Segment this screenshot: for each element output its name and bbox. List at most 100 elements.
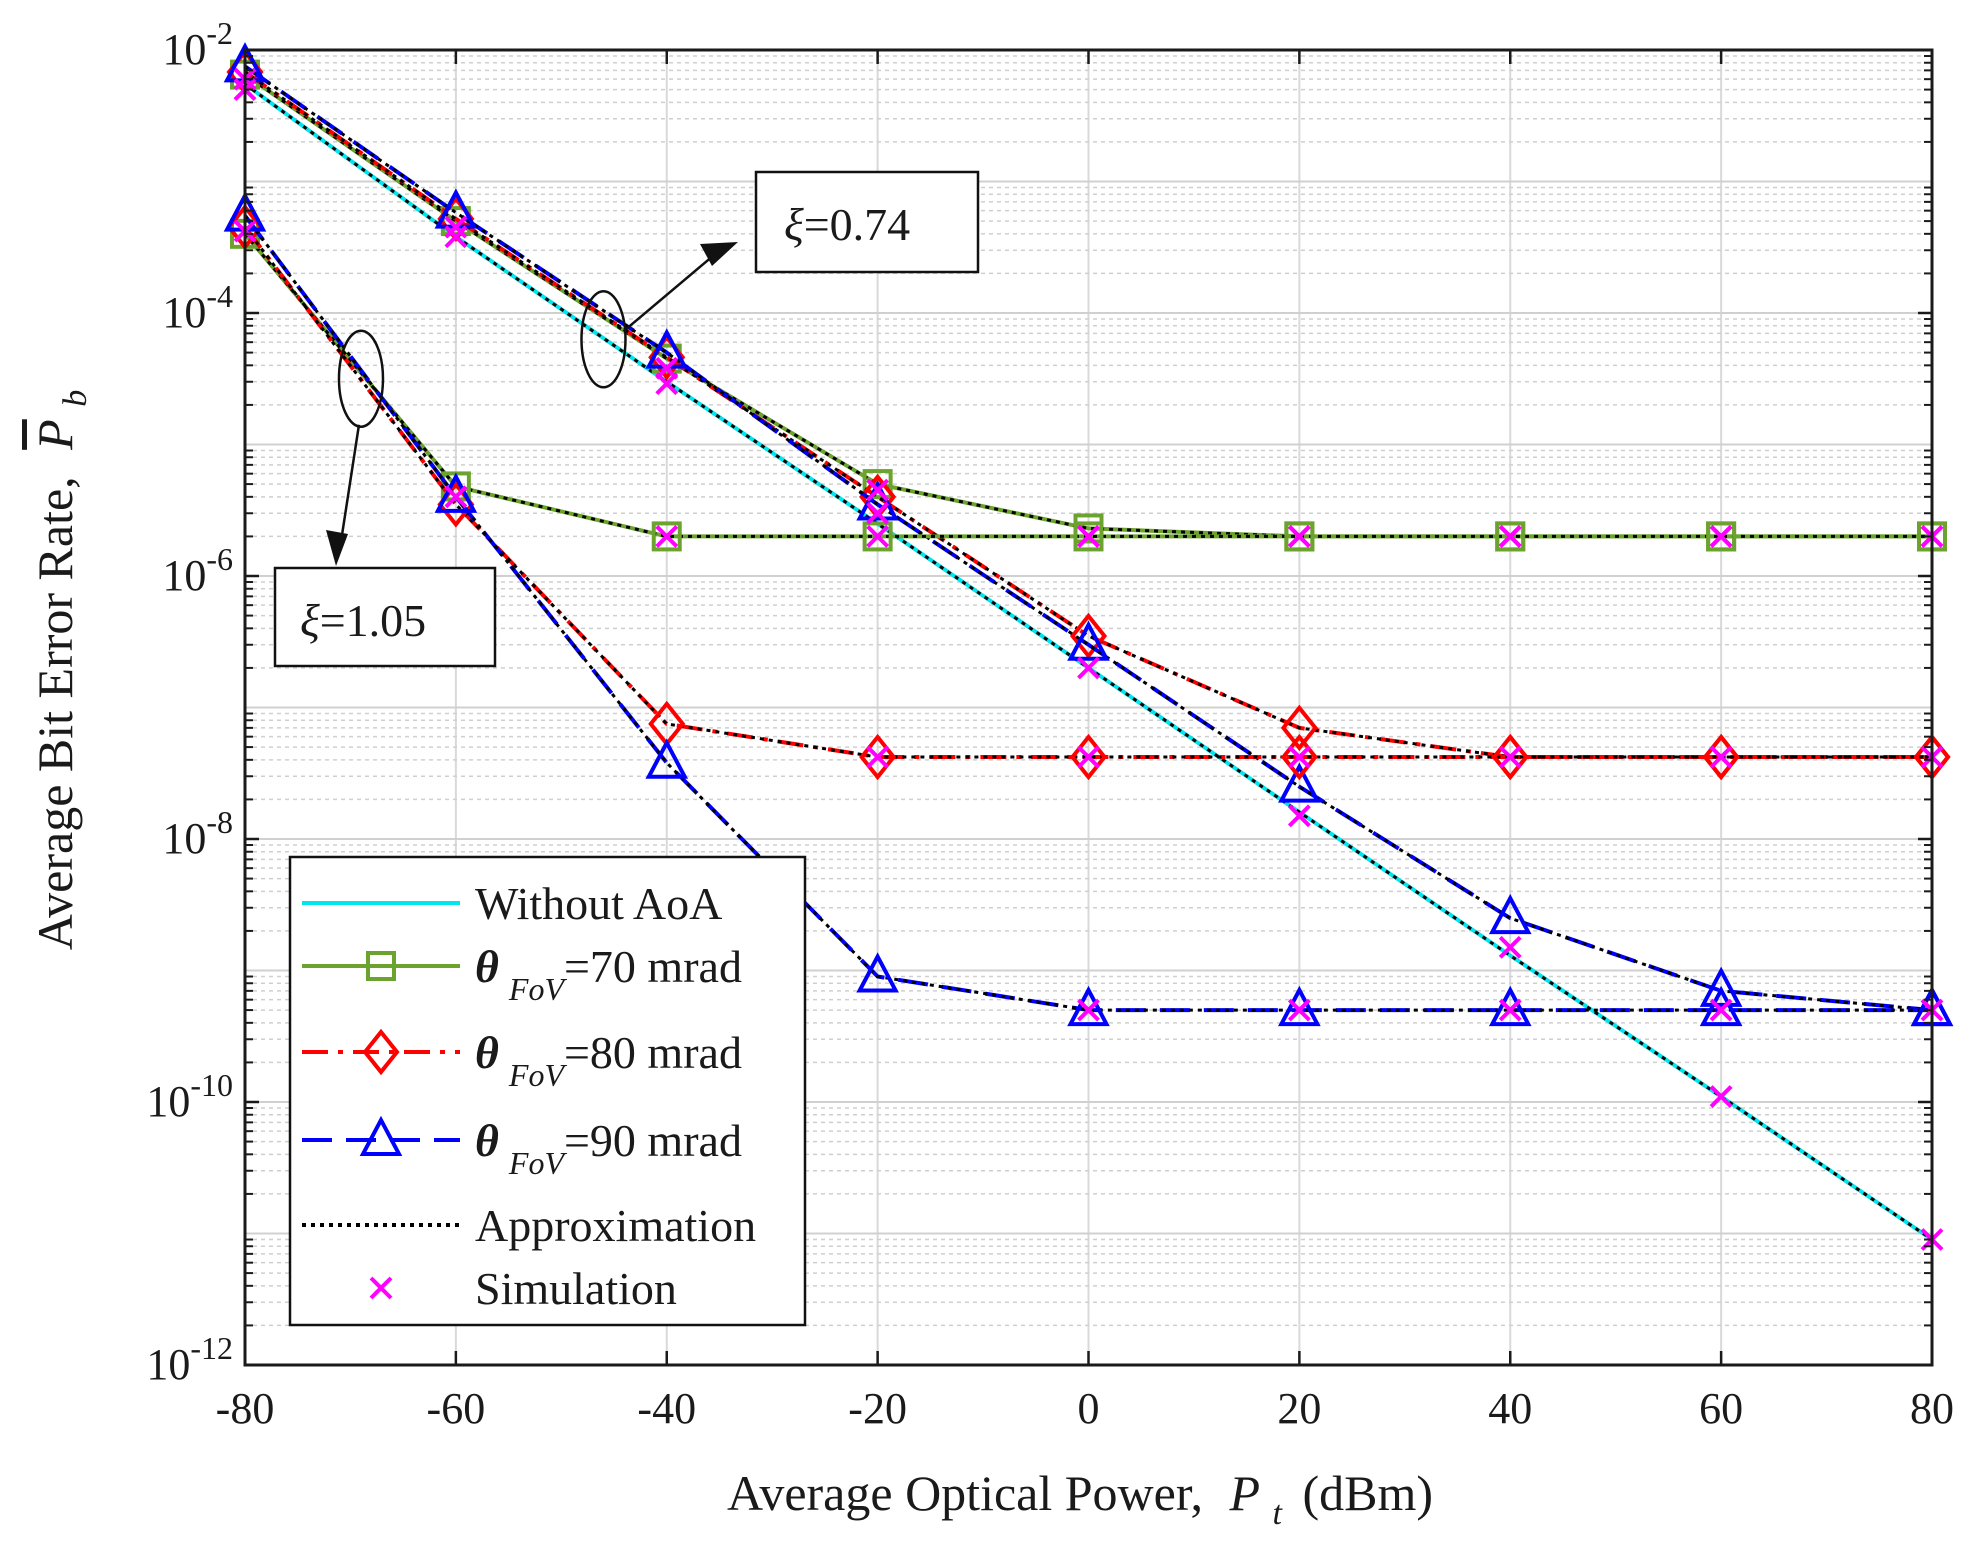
simulation-point-b <box>1709 998 1733 1022</box>
simulation-3 <box>866 745 1944 769</box>
simulation-point-b <box>1077 745 1100 769</box>
simulation-4 <box>1077 998 1944 1022</box>
legend-label: Without AoA <box>475 878 722 929</box>
data-point-marker <box>1067 620 1110 661</box>
data-point-marker <box>1706 521 1737 552</box>
y-tick-label: 10-12 <box>146 1330 233 1389</box>
x-tick-label: -20 <box>848 1384 907 1433</box>
approximation-line <box>244 82 1933 1241</box>
simulation-point-b <box>444 485 468 509</box>
annotation-label: ξ=1.05 <box>300 595 426 646</box>
data-point-marker <box>1699 966 1743 1007</box>
simulation-point-b <box>866 501 890 525</box>
data-point-marker <box>1278 762 1321 803</box>
x-tick-label: -40 <box>637 1384 696 1433</box>
data-point-marker <box>1069 612 1108 660</box>
legend-label: θ FoV=90 mrad <box>475 1115 742 1181</box>
legend: Without AoA θ FoV=70 mrad θ FoV=80 mrad θ FoV=… <box>288 855 807 1327</box>
legend-label: θ FoV=80 mrad <box>475 1027 742 1093</box>
data-point-marker <box>1073 521 1104 552</box>
data-point-marker <box>856 480 899 521</box>
data-point-marker <box>1488 985 1532 1027</box>
y-tick-label: 10-2 <box>162 15 233 74</box>
data-point-marker <box>1069 733 1108 781</box>
legend-entry: θ FoV=90 mrad <box>302 1115 742 1181</box>
legend-marker <box>359 1115 403 1156</box>
legend-entry: Without AoA <box>302 878 722 929</box>
data-point-marker <box>862 521 893 552</box>
simulation-point-b <box>866 745 890 769</box>
annotation-arrowhead <box>326 530 348 566</box>
data-point-marker <box>1702 733 1740 781</box>
simulation-point-b <box>1709 525 1733 548</box>
simulation-point-b <box>1287 998 1311 1022</box>
data-point-marker <box>1488 893 1532 935</box>
legend-label: Approximation <box>475 1200 756 1251</box>
simulation-point-b <box>1498 525 1522 548</box>
y-axis-label: Average Bit Error Rate, P b <box>27 390 94 950</box>
data-point-marker <box>1699 985 1743 1027</box>
annotation-box <box>754 170 980 274</box>
annotations: ξ=0.74 ξ=1.05 <box>273 170 980 668</box>
data-point-marker <box>859 733 897 781</box>
simulation-point-b <box>1498 998 1522 1022</box>
annotation-ellipse <box>337 329 385 428</box>
data-point-marker <box>856 952 899 993</box>
simulation-point-b <box>866 525 890 548</box>
data-point-marker <box>645 738 689 779</box>
legend-entry: Approximation <box>302 1200 756 1251</box>
x-tick-label: 60 <box>1699 1384 1743 1433</box>
y-tick-label: 10-4 <box>162 278 233 337</box>
x-tick-label: 40 <box>1488 1384 1532 1433</box>
data-point-marker <box>1278 985 1321 1027</box>
legend-marker <box>362 1028 400 1076</box>
data-point-marker <box>1491 733 1529 781</box>
legend-entry: θ FoV=80 mrad <box>302 1027 742 1093</box>
simulation-2 <box>233 219 1944 548</box>
simulation-point-b <box>1287 804 1311 828</box>
simulation-point-b <box>1709 745 1733 769</box>
simulation-point-b <box>1287 525 1311 548</box>
simulation-point-b <box>1498 745 1522 769</box>
data-point-marker <box>1495 521 1526 552</box>
annotation-arrow-line <box>622 249 721 333</box>
data-point-marker <box>1284 521 1315 552</box>
simulation-point-b <box>1709 1085 1733 1108</box>
legend-marker <box>366 951 396 981</box>
data-point-marker <box>1067 985 1110 1027</box>
annotation-arrowhead <box>700 242 738 266</box>
simulation-point-b <box>866 478 890 502</box>
legend-label: θ FoV=70 mrad <box>475 941 742 1007</box>
y-tick-label: 10-10 <box>146 1067 233 1126</box>
simulation-point-b <box>444 215 468 239</box>
approximation-line <box>243 214 1932 1012</box>
simulation-point-b <box>1077 656 1100 680</box>
annotation-arrow-line <box>338 424 361 549</box>
legend-label: Simulation <box>475 1263 677 1314</box>
annotation-box <box>273 566 497 668</box>
x-tick-label: 0 <box>1078 1384 1100 1433</box>
axis-ticks: -80 -60 -40 -20 0 20 40 60 80 10-12 10-10 10-8 10-6 1… <box>146 15 1954 1433</box>
x-tick-label: -80 <box>216 1384 275 1433</box>
data-point-marker <box>862 469 893 500</box>
simulation-point-b <box>1498 935 1522 959</box>
y-tick-label: 10-6 <box>162 541 233 600</box>
simulation-point-b <box>1077 998 1100 1022</box>
data-point-marker <box>651 521 682 552</box>
legend-marker-b <box>369 1276 393 1300</box>
data-point-marker <box>1280 704 1318 752</box>
x-tick-label: 20 <box>1277 1384 1321 1433</box>
legend-entry: Simulation <box>369 1263 677 1314</box>
approximation-line <box>244 65 1933 1012</box>
simulation-point-b <box>1077 525 1100 548</box>
legend-entry: θ FoV=70 mrad <box>302 941 742 1007</box>
x-tick-label: 80 <box>1910 1384 1954 1433</box>
simulation-point-b <box>444 225 468 249</box>
y-tick-label: 10-8 <box>162 804 233 863</box>
simulation-point-b <box>655 356 679 380</box>
annotation-label: ξ=0.74 <box>784 199 910 250</box>
simulation-point-b <box>1287 745 1311 769</box>
simulation-point-b <box>655 525 679 548</box>
data-point-marker <box>434 472 478 513</box>
